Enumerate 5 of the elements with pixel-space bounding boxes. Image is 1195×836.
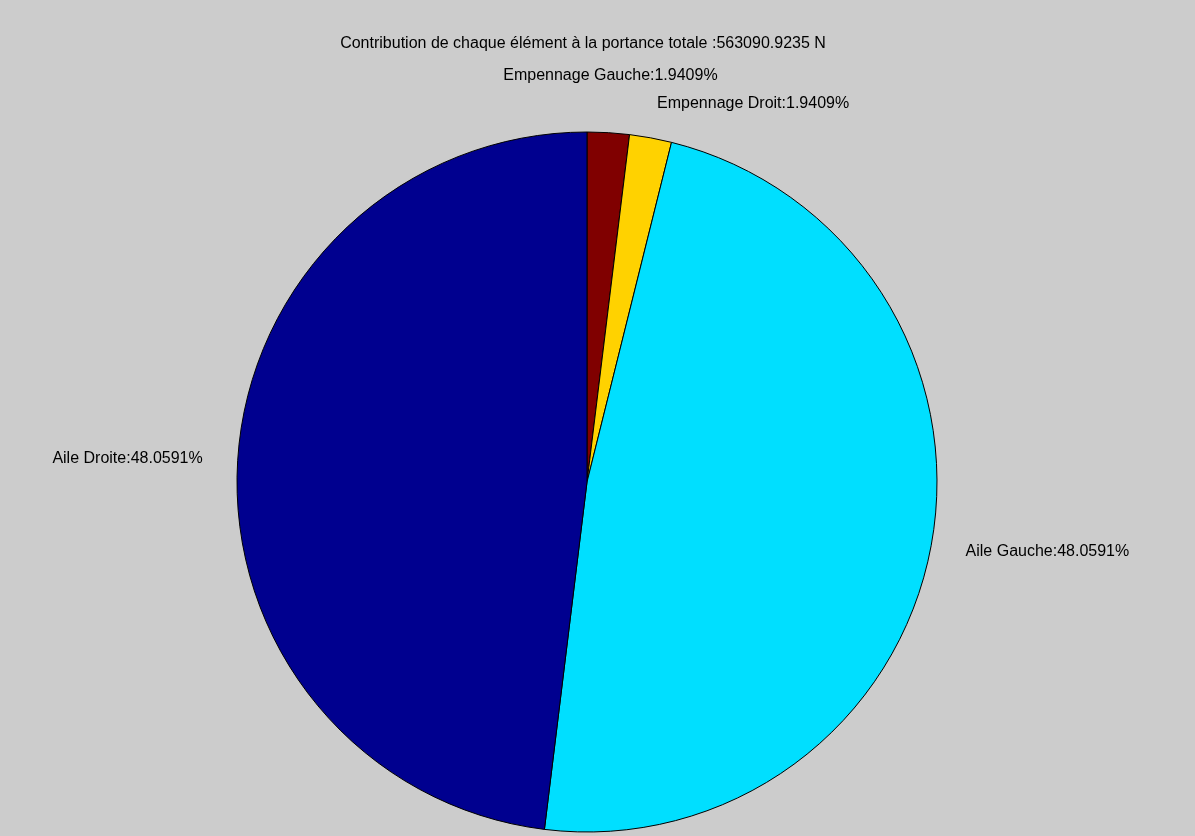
chart-title: Contribution de chaque élément à la portance totale :563090.9235 N bbox=[340, 34, 826, 51]
slice-label: Empennage Gauche:1.9409% bbox=[503, 65, 718, 83]
slice-label: Empennage Droit:1.9409% bbox=[657, 93, 850, 111]
slice-label: Aile Droite:48.0591% bbox=[52, 448, 203, 466]
slice-label: Aile Gauche:48.0591% bbox=[965, 542, 1130, 560]
